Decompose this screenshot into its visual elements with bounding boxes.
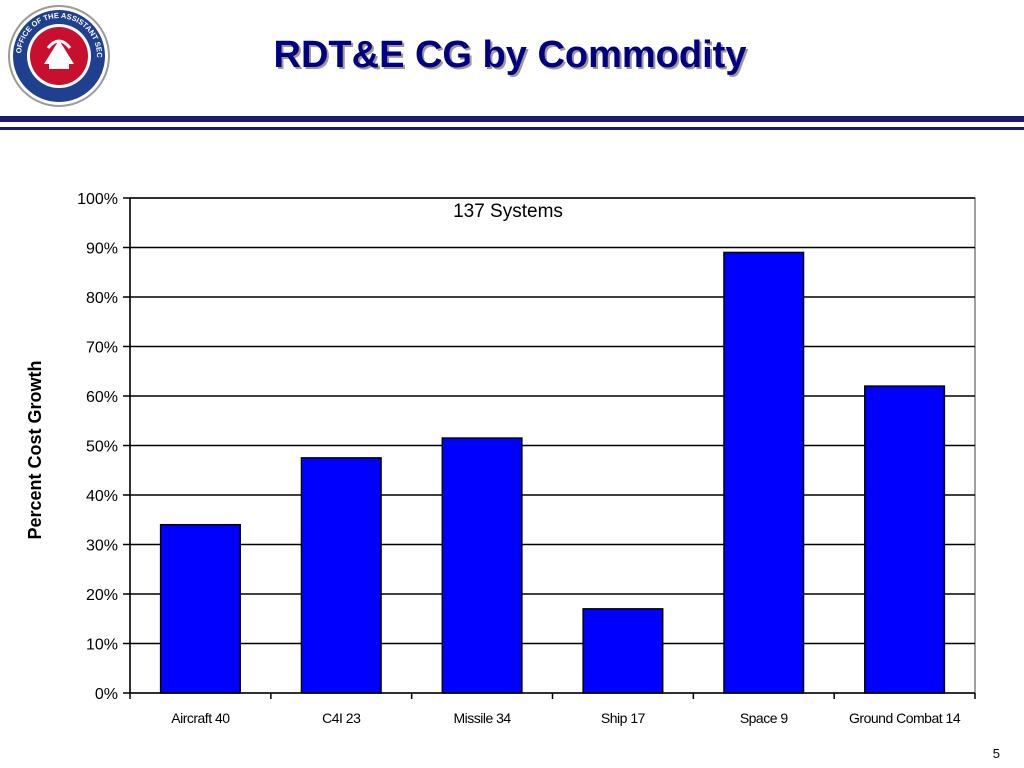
army-seal-logo: OFFICE OF THE ASSISTANT SECRETARY OF THE…	[4, 4, 110, 107]
y-tick-label: 40%	[86, 488, 118, 505]
bar	[441, 437, 523, 694]
bar	[864, 385, 946, 694]
bar-chart: 0% 10% 20% 30% 40% 50% 60% 70% 80% 90% 100% Aircra…	[25, 191, 976, 726]
slide-title: RDT&E CG by Commodity	[273, 34, 747, 76]
y-tick-label: 100%	[77, 191, 118, 208]
x-tick-label: Space 9	[740, 710, 789, 726]
y-tick-label: 10%	[86, 637, 118, 654]
y-tick-label: 80%	[86, 290, 118, 307]
x-tick-label: Aircraft 40	[171, 710, 230, 726]
y-axis-title: Percent Cost Growth	[25, 360, 45, 539]
page-number: 5	[992, 746, 1000, 761]
y-tick-label: 30%	[86, 538, 118, 555]
y-tick-label: 50%	[86, 439, 118, 456]
bar	[300, 457, 382, 694]
x-tick-label: Ground Combat 14	[849, 710, 961, 726]
bar	[159, 523, 241, 694]
y-tick-label: 0%	[95, 686, 118, 703]
y-tick-label: 90%	[86, 241, 118, 258]
axes	[123, 197, 976, 699]
x-tick-labels: Aircraft 40 C4I 23 Missile 34 Ship 17 Space …	[171, 710, 961, 726]
bars	[159, 251, 946, 694]
title-rule-thin	[0, 127, 1024, 130]
grid-lines	[129, 197, 976, 694]
x-tick-label: C4I 23	[322, 710, 361, 726]
x-tick-label: Missile 34	[453, 710, 511, 726]
bar	[582, 608, 664, 694]
y-tick-labels: 0% 10% 20% 30% 40% 50% 60% 70% 80% 90% 100%	[77, 191, 118, 703]
x-tick-label: Ship 17	[601, 710, 646, 726]
bar	[723, 251, 805, 694]
y-tick-label: 20%	[86, 587, 118, 604]
title-rule-thick	[0, 116, 1024, 122]
y-tick-label: 60%	[86, 389, 118, 406]
chart-annotation: 137 Systems	[453, 201, 563, 222]
y-tick-label: 70%	[86, 340, 118, 357]
